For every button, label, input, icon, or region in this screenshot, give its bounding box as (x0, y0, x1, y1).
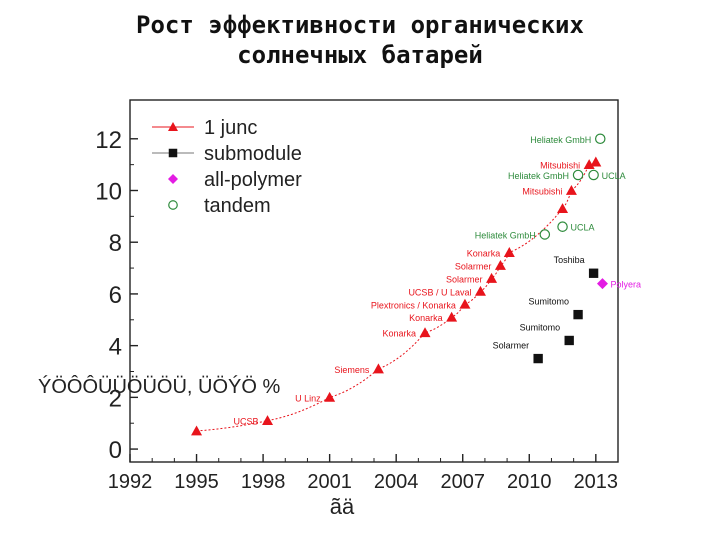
slide-title: Рост эффективности органических солнечны… (0, 10, 720, 70)
data-point (565, 185, 577, 195)
y-tick-label: 12 (95, 127, 122, 154)
point-label: Konarka (409, 313, 443, 323)
data-point (372, 363, 384, 374)
data-point (596, 278, 608, 290)
x-tick-label: 2001 (307, 471, 352, 493)
y-tick-label: 2 (109, 385, 122, 412)
x-tick-label: 2010 (507, 471, 552, 493)
point-label: U Linz (295, 393, 321, 403)
data-point (588, 169, 599, 181)
data-point (583, 159, 595, 170)
point-label: UCLA (602, 171, 626, 181)
data-point (564, 335, 574, 346)
point-label: Mitsubishi (540, 161, 580, 171)
point-label: Toshiba (554, 255, 585, 265)
data-point (503, 247, 515, 257)
point-label: Heliatek GmbH (508, 171, 569, 181)
data-point (494, 259, 506, 270)
x-tick-label: 1992 (108, 471, 153, 493)
data-points (191, 133, 608, 436)
y-axis: 0 2 4 6 8 10 12 (95, 127, 138, 464)
legend-marker (168, 200, 178, 210)
y-axis-label: ÝÖÔÔÜÜÖÜÖÜ, ÜÖÝÖ % (38, 375, 280, 398)
point-label: UCLA (571, 223, 595, 233)
point-label: Heliatek GmbH (530, 135, 591, 145)
point-label: UCSB / U Laval (408, 287, 471, 297)
data-point (594, 133, 606, 145)
slide-title-line-2: солнечных батарей (237, 41, 483, 69)
slide-title-line-1: Рост эффективности органических (136, 11, 584, 39)
data-point (474, 285, 486, 296)
legend-label: all-polymer (204, 169, 302, 191)
point-labels: UCSB U Linz Siemens Konarka Konarka Plextroni… (234, 135, 641, 427)
x-tick-label: 2007 (440, 471, 485, 493)
data-point (324, 391, 336, 402)
legend-label: tandem (204, 195, 271, 217)
legend: 1 junc submodule all-polymer tandem (152, 117, 302, 217)
x-tick-label: 2004 (374, 471, 419, 493)
x-tick-label: 1998 (241, 471, 286, 493)
data-point (486, 272, 498, 283)
x-tick-label: 2013 (574, 471, 619, 493)
point-label: UCSB (234, 417, 259, 427)
data-point (588, 268, 599, 278)
data-point (533, 353, 543, 364)
legend-marker (168, 148, 178, 158)
point-label: Sumitomo (520, 322, 561, 332)
data-point (573, 309, 583, 320)
data-point (557, 203, 569, 213)
data-point (262, 415, 274, 426)
data-point (191, 425, 203, 436)
point-label: Mitsubishi (522, 187, 562, 197)
point-label: Polyera (610, 280, 641, 290)
x-tick-label: 1995 (174, 471, 219, 493)
point-label: Siemens (334, 365, 370, 375)
data-point (459, 298, 471, 309)
legend-label: submodule (204, 143, 302, 165)
point-label: Konarka (382, 329, 416, 339)
data-point (572, 169, 584, 181)
y-tick-label: 4 (109, 334, 122, 361)
x-axis: 1992 1995 1998 2001 2004 2007 2010 2013 (108, 454, 619, 493)
point-label: Konarka (467, 249, 501, 259)
data-point (419, 327, 431, 338)
point-label: Plextronics / Konarka (371, 300, 456, 310)
y-tick-label: 0 (109, 437, 122, 464)
point-label: Solarmer (493, 341, 530, 351)
x-axis-label: ãä (330, 494, 355, 519)
legend-label: 1 junc (204, 117, 257, 139)
y-tick-label: 8 (109, 230, 122, 257)
point-label: Sumitomo (529, 297, 570, 307)
data-point (539, 229, 551, 240)
point-label: Solarmer (455, 261, 492, 271)
data-point (446, 311, 458, 322)
legend-marker (168, 122, 178, 131)
legend-marker (168, 174, 178, 184)
point-label: Heliatek GmbH (475, 230, 536, 240)
point-label: Solarmer (446, 274, 483, 284)
data-point (557, 221, 568, 232)
y-tick-label: 6 (109, 282, 122, 309)
y-tick-label: 10 (95, 179, 122, 206)
data-point (590, 156, 602, 167)
